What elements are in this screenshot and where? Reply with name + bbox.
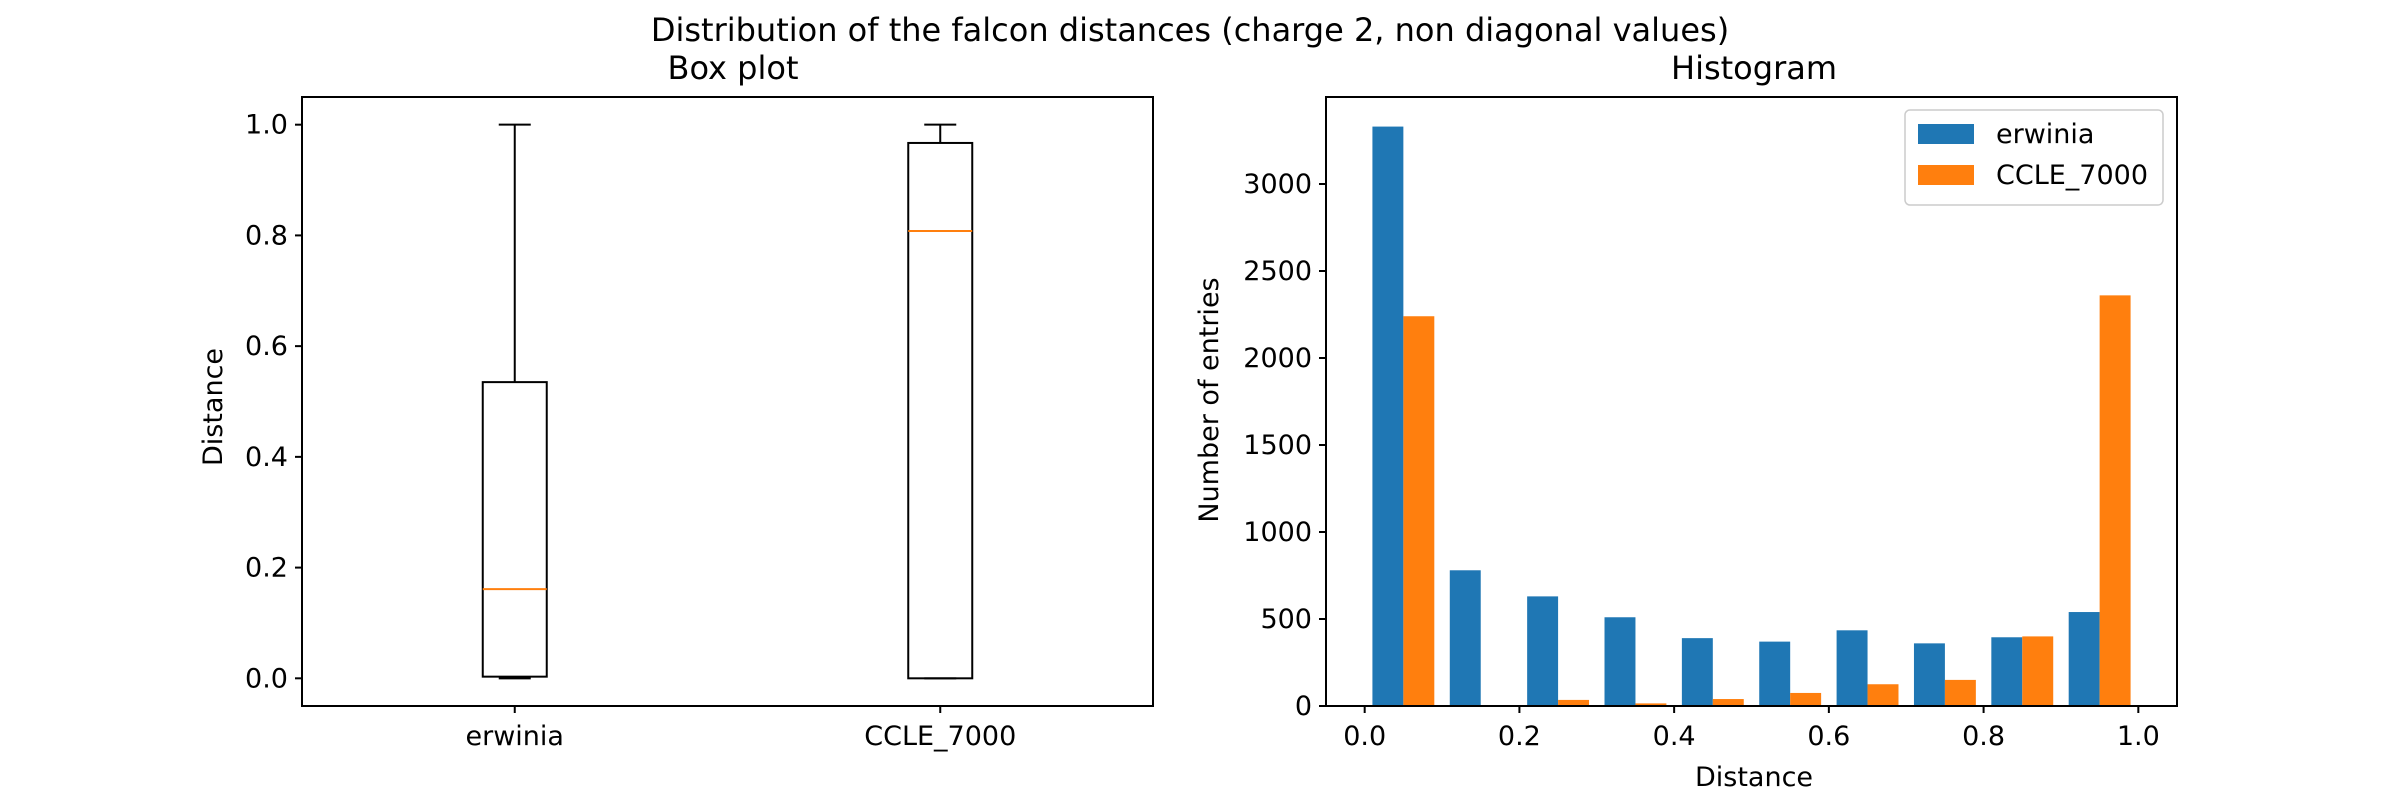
box-plot-axes: Box plot Distance 0.0 0.2 0.4 0.6 0.8 1.0 erwi… bbox=[198, 49, 1154, 752]
hist-y-tick-label: 1000 bbox=[1243, 517, 1312, 548]
histogram-bar-erwinia bbox=[1527, 596, 1559, 706]
histogram-bar-erwinia bbox=[2068, 612, 2100, 706]
histogram-bar-erwinia bbox=[1991, 637, 2023, 706]
box-y-tick-label: 1.0 bbox=[245, 110, 288, 141]
box-y-tick-label: 0.4 bbox=[245, 442, 288, 473]
hist-x-tick-label: 0.6 bbox=[1807, 721, 1850, 752]
histogram-bar-ccle-7000 bbox=[1790, 692, 1822, 706]
legend-label-erwinia: erwinia bbox=[1996, 119, 2094, 150]
histogram-bar-erwinia bbox=[1604, 617, 1636, 706]
hist-x-tick-label: 0.0 bbox=[1343, 721, 1386, 752]
legend-swatch-ccle-7000 bbox=[1918, 165, 1974, 185]
histogram-bar-ccle-7000 bbox=[1712, 699, 1744, 706]
histogram-bar-erwinia bbox=[1759, 641, 1791, 706]
histogram-axes: Histogram Number of entries Distance 0.0… bbox=[1194, 49, 2178, 793]
histogram-bar-erwinia bbox=[1449, 570, 1481, 706]
box-x-tick-label: CCLE_7000 bbox=[864, 721, 1016, 752]
histogram-bar-ccle-7000 bbox=[1944, 679, 1976, 706]
hist-y-tick-label: 3000 bbox=[1243, 169, 1312, 200]
histogram-bar-erwinia bbox=[1836, 630, 1868, 706]
histogram-y-axis-label: Number of entries bbox=[1194, 277, 1225, 522]
hist-y-tick-label: 500 bbox=[1260, 604, 1312, 635]
histogram-legend: erwinia CCLE_7000 bbox=[1904, 109, 2164, 206]
histogram-bar-erwinia bbox=[1913, 643, 1945, 706]
box-erwinia bbox=[481, 381, 548, 678]
hist-y-tick-label: 1500 bbox=[1243, 430, 1312, 461]
hist-y-tick-label: 2500 bbox=[1243, 256, 1312, 287]
histogram-bar-ccle-7000 bbox=[2099, 295, 2131, 706]
histogram-title: Histogram bbox=[1671, 49, 1837, 87]
box-y-tick-label: 0.0 bbox=[245, 663, 288, 694]
histogram-x-axis-label: Distance bbox=[1695, 762, 1813, 793]
figure-suptitle: Distribution of the falcon distances (ch… bbox=[651, 11, 1729, 49]
legend-label-ccle-7000: CCLE_7000 bbox=[1996, 160, 2148, 191]
hist-x-tick-label: 0.4 bbox=[1653, 721, 1696, 752]
hist-x-tick-label: 0.8 bbox=[1962, 721, 2005, 752]
histogram-bar-ccle-7000 bbox=[2022, 636, 2054, 706]
hist-x-tick-label: 1.0 bbox=[2117, 721, 2160, 752]
histogram-bar-ccle-7000 bbox=[1867, 684, 1899, 706]
box-plot-y-axis-label: Distance bbox=[198, 348, 229, 466]
histogram-frame bbox=[1325, 96, 2178, 707]
box-plot-title: Box plot bbox=[668, 49, 799, 87]
box-plot-frame bbox=[301, 96, 1154, 707]
histogram-bar-ccle-7000 bbox=[1635, 703, 1667, 706]
hist-x-tick-label: 0.2 bbox=[1498, 721, 1541, 752]
hist-y-tick-label: 0 bbox=[1295, 691, 1312, 722]
hist-y-tick-label: 2000 bbox=[1243, 343, 1312, 374]
legend-swatch-erwinia bbox=[1918, 124, 1974, 144]
box-y-tick-label: 0.6 bbox=[245, 331, 288, 362]
histogram-bar-erwinia bbox=[1372, 126, 1404, 706]
box-y-tick-label: 0.8 bbox=[245, 220, 288, 251]
histogram-bar-ccle-7000 bbox=[1558, 699, 1590, 706]
box-x-tick-label: erwinia bbox=[466, 721, 564, 752]
box-y-tick-label: 0.2 bbox=[245, 553, 288, 584]
histogram-bar-erwinia bbox=[1681, 638, 1713, 706]
box-ccle-7000 bbox=[907, 141, 974, 680]
histogram-bar-ccle-7000 bbox=[1403, 316, 1435, 706]
